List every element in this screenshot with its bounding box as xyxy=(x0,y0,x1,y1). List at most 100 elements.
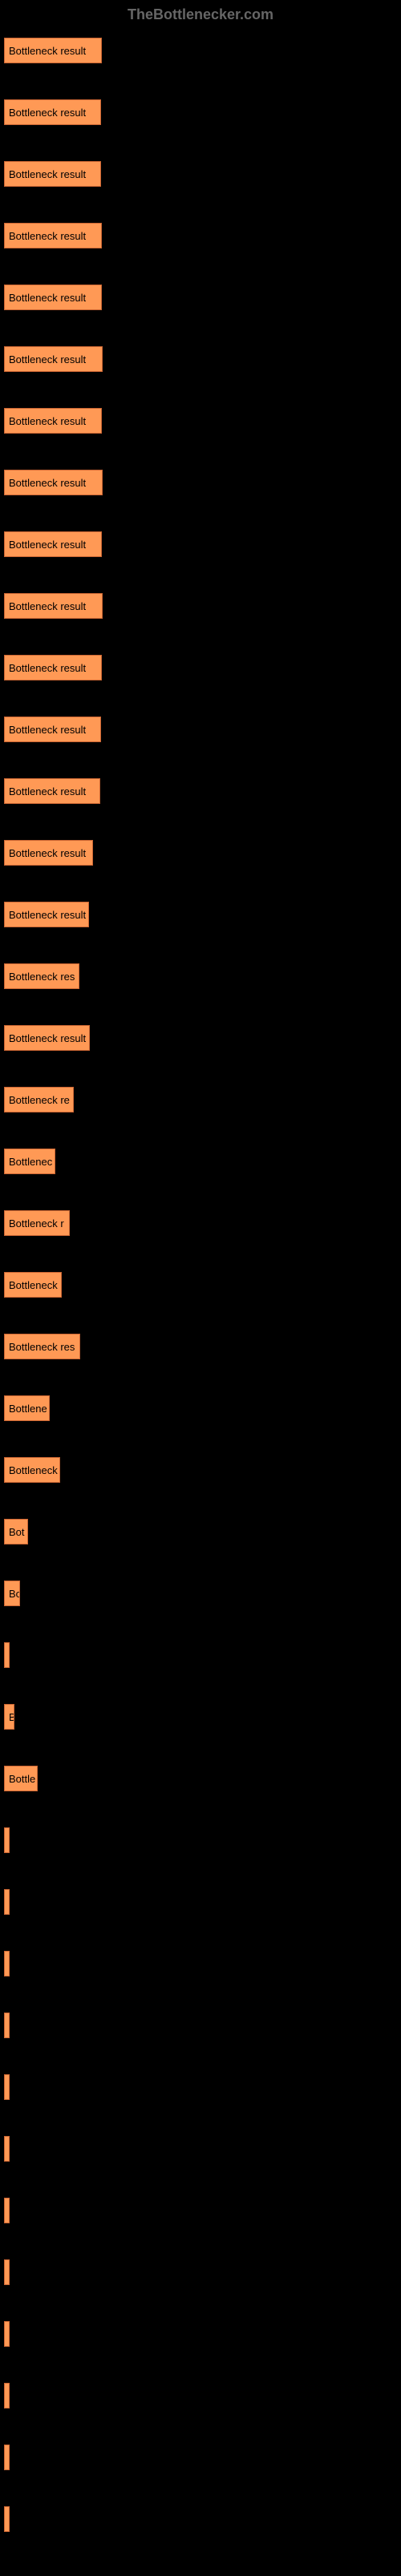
chart-bar: Bottleneck result xyxy=(4,470,103,495)
bar-label: Bottleneck result xyxy=(9,785,86,797)
bar-row: Bottleneck r xyxy=(4,1210,401,1236)
bar-label: Bottleneck xyxy=(9,1464,58,1476)
chart-bar xyxy=(4,2074,10,2100)
bar-label: Bottlenec xyxy=(9,1156,52,1168)
chart-bar xyxy=(4,2383,10,2408)
bar-label: Bottleneck result xyxy=(9,353,86,365)
chart-bar: Bottleneck result xyxy=(4,223,102,248)
bar-row: Bottleneck result xyxy=(4,717,401,742)
bar-label: Bottleneck xyxy=(9,1279,58,1291)
chart-bar: Bottleneck xyxy=(4,1272,62,1298)
chart-bar: Bottlenec xyxy=(4,1149,55,1174)
chart-bar xyxy=(4,2259,10,2285)
bar-row: Bottleneck result xyxy=(4,38,401,63)
bar-label: B xyxy=(9,1711,14,1723)
chart-bar: Bottleneck re xyxy=(4,1087,74,1112)
bar-row: Bottleneck result xyxy=(4,655,401,680)
bar-row: Bottleneck result xyxy=(4,902,401,927)
chart-bar: Bottleneck xyxy=(4,1457,60,1483)
bar-row xyxy=(4,2506,401,2532)
bar-label: Bottleneck result xyxy=(9,107,86,119)
chart-bar: Bo xyxy=(4,1581,20,1606)
bar-row: Bottleneck result xyxy=(4,161,401,187)
bar-row: Bottleneck result xyxy=(4,223,401,248)
bar-row: Bottleneck result xyxy=(4,346,401,372)
bar-row: Bottleneck res xyxy=(4,1334,401,1359)
chart-bar: Bot xyxy=(4,1519,28,1544)
chart-bar xyxy=(4,1827,10,1853)
bar-label: Bottleneck result xyxy=(9,477,86,489)
chart-bar: Bottlene xyxy=(4,1395,50,1421)
chart-bar: Bottleneck res xyxy=(4,1334,80,1359)
chart-bar: Bottleneck result xyxy=(4,38,102,63)
bar-label: Bottleneck result xyxy=(9,45,86,57)
bar-row xyxy=(4,1951,401,1976)
bar-label: Bottleneck result xyxy=(9,909,86,921)
chart-bar: Bottleneck result xyxy=(4,655,102,680)
chart-bar: Bottleneck result xyxy=(4,717,101,742)
page-title: TheBottlenecker.com xyxy=(0,0,401,30)
bar-row: Bottleneck result xyxy=(4,840,401,866)
chart-bar xyxy=(4,2198,10,2223)
bar-label: Bo xyxy=(9,1588,20,1600)
bar-row: Bottleneck result xyxy=(4,470,401,495)
bar-label: Bottleneck result xyxy=(9,724,86,736)
bar-chart: Bottleneck result Bottleneck result Bottle… xyxy=(0,30,401,2576)
chart-bar: Bottleneck result xyxy=(4,778,100,804)
bar-row: Bottleneck res xyxy=(4,963,401,989)
bar-row xyxy=(4,2445,401,2470)
bar-row xyxy=(4,2383,401,2408)
chart-bar: Bottleneck result xyxy=(4,346,103,372)
bar-row xyxy=(4,1889,401,1915)
bar-row: Bottle xyxy=(4,1766,401,1791)
chart-bar: Bottleneck result xyxy=(4,285,102,310)
chart-bar xyxy=(4,1642,10,1668)
chart-bar xyxy=(4,1889,10,1915)
bar-label: Bottleneck result xyxy=(9,230,86,242)
chart-bar: Bottle xyxy=(4,1766,38,1791)
bar-row: Bottleneck result xyxy=(4,593,401,619)
bar-row: Bot xyxy=(4,1519,401,1544)
bar-row: B xyxy=(4,1704,401,1730)
chart-bar xyxy=(4,2506,10,2532)
bar-label: Bottleneck result xyxy=(9,539,86,551)
chart-bar: Bottleneck result xyxy=(4,99,101,125)
bar-label: Bottleneck re xyxy=(9,1094,70,1106)
bar-label: Bottleneck result xyxy=(9,292,86,304)
chart-bar: Bottleneck result xyxy=(4,531,102,557)
bar-row: Bottleneck xyxy=(4,1272,401,1298)
bar-row xyxy=(4,2321,401,2347)
bar-label: Bot xyxy=(9,1526,25,1538)
bar-row: Bo xyxy=(4,1581,401,1606)
bar-row: Bottleneck xyxy=(4,1457,401,1483)
bar-label: Bottleneck result xyxy=(9,168,86,180)
chart-bar xyxy=(4,2136,10,2162)
bar-row: Bottleneck result xyxy=(4,778,401,804)
bar-row: Bottleneck result xyxy=(4,531,401,557)
bar-label: Bottleneck result xyxy=(9,662,86,674)
bar-row xyxy=(4,2198,401,2223)
bar-row: Bottlenec xyxy=(4,1149,401,1174)
chart-bar: Bottleneck result xyxy=(4,840,93,866)
bar-row: Bottleneck result xyxy=(4,1025,401,1051)
bar-row: Bottleneck re xyxy=(4,1087,401,1112)
chart-bar: Bottleneck result xyxy=(4,1025,90,1051)
chart-bar xyxy=(4,2013,10,2038)
bar-row xyxy=(4,2136,401,2162)
bar-row xyxy=(4,2013,401,2038)
bar-label: Bottleneck result xyxy=(9,1032,86,1044)
bar-row: Bottleneck result xyxy=(4,99,401,125)
bar-label: Bottleneck res xyxy=(9,971,75,983)
bar-row xyxy=(4,2074,401,2100)
bar-row xyxy=(4,2259,401,2285)
chart-bar: Bottleneck result xyxy=(4,161,101,187)
bar-row: Bottlene xyxy=(4,1395,401,1421)
bar-row: Bottleneck result xyxy=(4,285,401,310)
bar-label: Bottlene xyxy=(9,1403,47,1415)
bar-label: Bottleneck res xyxy=(9,1341,75,1353)
bar-label: Bottleneck r xyxy=(9,1217,64,1229)
chart-bar: Bottleneck result xyxy=(4,902,89,927)
bar-label: Bottleneck result xyxy=(9,600,86,612)
chart-bar: Bottleneck result xyxy=(4,593,103,619)
chart-bar xyxy=(4,1951,10,1976)
